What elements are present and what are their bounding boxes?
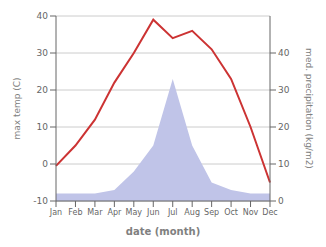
svg-text:0: 0 [278, 196, 284, 206]
svg-text:30: 30 [278, 85, 290, 95]
svg-text:10: 10 [37, 122, 49, 132]
svg-text:Dec: Dec [262, 208, 277, 217]
svg-text:Jul: Jul [167, 208, 178, 217]
svg-text:max temp (C): max temp (C) [12, 77, 22, 139]
svg-text:40: 40 [37, 11, 49, 21]
svg-text:Oct: Oct [224, 208, 238, 217]
svg-text:date (month): date (month) [126, 226, 200, 237]
svg-text:Jun: Jun [146, 208, 160, 217]
svg-text:20: 20 [278, 122, 290, 132]
svg-text:Mar: Mar [87, 208, 103, 217]
svg-text:Nov: Nov [243, 208, 259, 217]
svg-text:Feb: Feb [68, 208, 82, 217]
svg-text:0: 0 [42, 159, 48, 169]
svg-text:30: 30 [37, 48, 49, 58]
svg-text:10: 10 [278, 159, 290, 169]
svg-text:40: 40 [278, 48, 290, 58]
svg-text:Aug: Aug [184, 208, 200, 217]
svg-text:med. precipitation (kg/m2): med. precipitation (kg/m2) [304, 48, 314, 169]
svg-text:Jan: Jan [49, 208, 62, 217]
svg-text:May: May [126, 208, 143, 217]
svg-text:Apr: Apr [107, 208, 122, 217]
svg-text:Sep: Sep [204, 208, 219, 217]
svg-text:-10: -10 [33, 196, 48, 206]
svg-text:20: 20 [37, 85, 49, 95]
